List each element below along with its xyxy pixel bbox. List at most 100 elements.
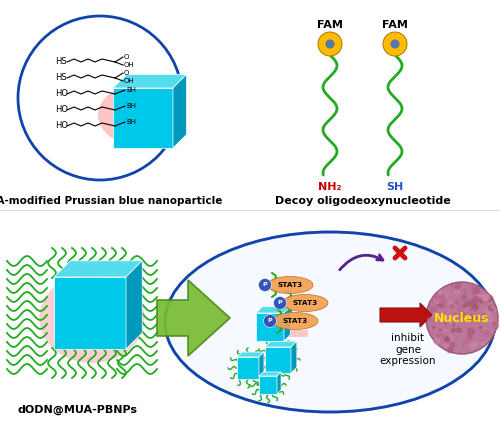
Circle shape: [434, 296, 441, 304]
Circle shape: [472, 306, 478, 312]
Circle shape: [436, 296, 442, 302]
Circle shape: [450, 322, 453, 325]
Circle shape: [464, 341, 466, 344]
Circle shape: [443, 319, 448, 325]
Text: HS: HS: [55, 57, 66, 67]
Circle shape: [492, 334, 494, 336]
Circle shape: [451, 327, 456, 333]
Circle shape: [442, 298, 448, 304]
Circle shape: [461, 295, 466, 300]
Circle shape: [481, 295, 488, 302]
Text: OH: OH: [124, 78, 134, 84]
Text: P: P: [278, 300, 282, 306]
Circle shape: [450, 304, 454, 308]
Circle shape: [454, 312, 457, 315]
Text: O: O: [124, 70, 130, 76]
Circle shape: [487, 305, 494, 312]
Circle shape: [446, 294, 450, 297]
Circle shape: [438, 301, 446, 309]
Circle shape: [432, 315, 434, 318]
Text: HO: HO: [55, 106, 68, 114]
Polygon shape: [126, 261, 142, 349]
Circle shape: [467, 333, 473, 339]
Ellipse shape: [98, 85, 178, 145]
Ellipse shape: [272, 313, 318, 330]
Circle shape: [484, 297, 488, 301]
Circle shape: [446, 346, 453, 354]
Circle shape: [456, 349, 458, 351]
Circle shape: [476, 294, 484, 302]
Circle shape: [474, 297, 482, 303]
Polygon shape: [237, 352, 264, 357]
Circle shape: [442, 295, 445, 299]
Circle shape: [448, 300, 453, 306]
Circle shape: [436, 304, 440, 307]
Circle shape: [444, 325, 449, 331]
Polygon shape: [259, 376, 277, 394]
Circle shape: [466, 339, 469, 342]
Circle shape: [326, 39, 334, 49]
Circle shape: [18, 16, 182, 180]
Text: HS: HS: [55, 73, 66, 82]
Text: HO: HO: [55, 122, 68, 130]
Circle shape: [434, 319, 437, 322]
Text: P: P: [262, 282, 268, 287]
Circle shape: [470, 289, 476, 295]
Text: inhibit
gene
expression: inhibit gene expression: [380, 333, 436, 366]
Circle shape: [474, 342, 478, 346]
Circle shape: [454, 298, 461, 305]
Circle shape: [436, 335, 438, 337]
Circle shape: [492, 322, 496, 325]
Circle shape: [480, 341, 485, 346]
Circle shape: [462, 343, 465, 346]
Polygon shape: [265, 347, 291, 373]
Circle shape: [434, 319, 438, 323]
Circle shape: [440, 303, 445, 308]
Circle shape: [440, 317, 446, 323]
Circle shape: [434, 293, 441, 300]
Circle shape: [438, 290, 443, 295]
Circle shape: [472, 284, 478, 291]
Circle shape: [478, 295, 482, 298]
Circle shape: [473, 331, 475, 333]
Polygon shape: [237, 357, 259, 379]
Circle shape: [484, 311, 486, 313]
Circle shape: [470, 342, 476, 349]
Circle shape: [482, 315, 486, 319]
Circle shape: [484, 321, 486, 323]
Ellipse shape: [282, 295, 328, 311]
Circle shape: [480, 330, 482, 333]
Circle shape: [463, 289, 466, 292]
Text: P: P: [268, 319, 272, 324]
Circle shape: [472, 296, 480, 304]
Text: STAT3: STAT3: [292, 300, 318, 306]
Text: STAT3: STAT3: [282, 318, 308, 324]
Circle shape: [383, 32, 407, 56]
Circle shape: [443, 292, 450, 299]
Polygon shape: [256, 307, 290, 313]
Circle shape: [472, 287, 480, 295]
Circle shape: [470, 316, 475, 321]
Ellipse shape: [267, 276, 313, 293]
Circle shape: [438, 317, 441, 320]
Circle shape: [258, 279, 272, 292]
Circle shape: [390, 39, 400, 49]
Polygon shape: [54, 277, 126, 349]
Text: BH: BH: [126, 119, 136, 125]
Text: SH: SH: [386, 182, 404, 192]
Circle shape: [486, 316, 489, 319]
Circle shape: [483, 327, 488, 332]
Circle shape: [430, 306, 437, 312]
Polygon shape: [113, 88, 173, 148]
Circle shape: [442, 335, 449, 341]
Circle shape: [462, 311, 466, 316]
Circle shape: [458, 311, 466, 319]
Circle shape: [486, 341, 488, 343]
Circle shape: [481, 313, 488, 320]
Circle shape: [472, 303, 479, 311]
Circle shape: [490, 305, 494, 309]
Text: NH₂: NH₂: [318, 182, 342, 192]
Circle shape: [477, 297, 484, 304]
Circle shape: [426, 317, 432, 322]
Circle shape: [478, 326, 483, 330]
